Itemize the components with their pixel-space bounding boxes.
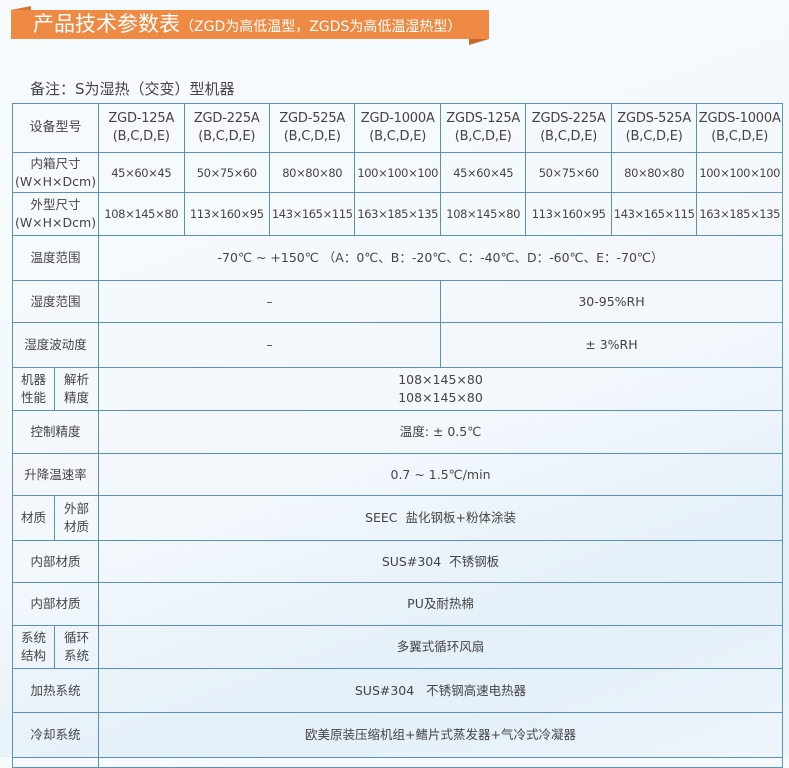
cell: 143×165×115 [268,192,356,236]
table-row: 湿度波动度 – ± 3%RH [11,322,784,368]
table-row: 内部材质 SUS#304 不锈钢板 [11,540,783,583]
table-row: 机器性能 解析精度 108×145×80 108×145×80 [12,367,783,411]
cell: PU及耐热棉 [98,582,783,626]
cooling-label: 冷却系统 [11,712,100,758]
cell: 45×60×45 [439,152,527,193]
page-subtitle: （ZGD为高低温型，ZGDS为高低温湿热型） [180,19,462,35]
inner-size-label: 内箱尺寸 (W×H×Dcm) [11,152,100,193]
table-row: 加热系统 SUS#304 不锈钢高速电热器 [11,668,783,713]
model-cell: ZGDS-125A (B,C,D,E) [439,103,527,153]
humidity-fluct-label: 湿度波动度 [11,322,100,368]
cell: 80×80×80 [610,152,698,193]
model-cell: ZGD-525A (B,C,D,E) [268,103,356,153]
cell: 143×165×115 [610,192,698,236]
cell: ± 3%RH [439,322,784,368]
cell: 50×75×60 [183,152,270,193]
table-row: 控制精度 温度: ± 0.5℃ [11,410,783,454]
cell: 80×80×80 [268,152,356,193]
cell [98,757,783,768]
model-label: 设备型号 [11,103,100,153]
cell: 0.7 ~ 1.5℃/min [98,453,783,496]
table-row: 系统结构 循环系统 多翼式循环风扇 [12,625,783,669]
table-row [11,757,783,768]
table-row: 内部材质 PU及耐热棉 [11,582,783,626]
inner-material-label: 内部材质 [11,540,100,583]
cell: – [98,280,441,323]
cell: – [98,322,441,368]
model-cell: ZGDS-1000A (B,C,D,E) [696,103,783,153]
spec-table: 设备型号 ZGD-125A (B,C,D,E) ZGD-225A (B,C,D,E)… [11,103,784,768]
model-cell: ZGD-1000A (B,C,D,E) [354,103,441,153]
table-row: 湿度范围 – 30-95%RH [11,280,784,323]
material-sub-label: 外部材质 [53,495,100,541]
model-cell: ZGDS-225A (B,C,D,E) [525,103,612,153]
heating-label: 加热系统 [11,668,100,713]
page-title: 产品技术参数表 [33,12,180,36]
cell: 50×75×60 [525,152,612,193]
model-cell: ZGDS-525A (B,C,D,E) [610,103,698,153]
cell: 100×100×100 [354,152,441,193]
material-label: 材质 [12,495,55,541]
cell: SUS#304 不锈钢高速电热器 [98,668,783,713]
rate-label: 升降温速率 [11,453,100,496]
cell: 163×185×135 [696,192,783,236]
system-label: 系统结构 [12,625,55,669]
note: 备注：S为湿热（交变）型机器 [30,80,235,98]
cell: 113×160×95 [525,192,612,236]
temp-range-label: 温度范围 [11,235,100,281]
humidity-range-label: 湿度范围 [11,280,100,323]
performance-value: 108×145×80 108×145×80 [98,367,783,411]
table-row: 温度范围 -70℃ ~ +150℃ （A：0℃、B：-20℃、C：-40℃、D：… [11,235,783,281]
cell: 163×185×135 [354,192,441,236]
table-row: 内箱尺寸 (W×H×Dcm) 45×60×45 50×75×60 80×80×80… [11,152,783,193]
title-banner: 产品技术参数表（ZGD为高低温型，ZGDS为高低温湿热型） [11,6,489,45]
cell: SEEC 盐化钢板+粉体涂装 [98,495,783,541]
cell: 30-95%RH [439,280,784,323]
cell: 108×145×80 [439,192,527,236]
cell: 温度: ± 0.5℃ [98,410,783,454]
cell: 113×160×95 [183,192,270,236]
cell: SUS#304 不锈钢板 [98,540,783,583]
table-row: 材质 外部材质 SEEC 盐化钢板+粉体涂装 [12,495,783,541]
cell: 多翼式循环风扇 [98,625,783,669]
cell: 100×100×100 [696,152,783,193]
outer-size-label: 外型尺寸 (W×H×Dcm) [11,192,100,236]
cell: 108×145×80 [98,192,185,236]
control-label: 控制精度 [11,410,100,454]
performance-label: 机器性能 [12,367,55,411]
cell: 45×60×45 [98,152,185,193]
model-cell: ZGD-225A (B,C,D,E) [183,103,270,153]
system-sub-label: 循环系统 [53,625,100,669]
performance-sub-label: 解析精度 [53,367,100,411]
model-cell: ZGD-125A (B,C,D,E) [98,103,185,153]
temp-range-value: -70℃ ~ +150℃ （A：0℃、B：-20℃、C：-40℃、D：-60℃、… [98,235,783,281]
table-row: 升降温速率 0.7 ~ 1.5℃/min [11,453,783,496]
cell: 欧美原装压缩机组+鳍片式蒸发器+气冷式冷凝器 [98,712,783,758]
table-row: 外型尺寸 (W×H×Dcm) 108×145×80 113×160×95 143×… [11,192,783,236]
table-row: 冷却系统 欧美原装压缩机组+鳍片式蒸发器+气冷式冷凝器 [11,712,783,758]
inner-material-label: 内部材质 [11,582,100,626]
cell [11,757,100,768]
table-row: 设备型号 ZGD-125A (B,C,D,E) ZGD-225A (B,C,D,E)… [11,103,783,153]
